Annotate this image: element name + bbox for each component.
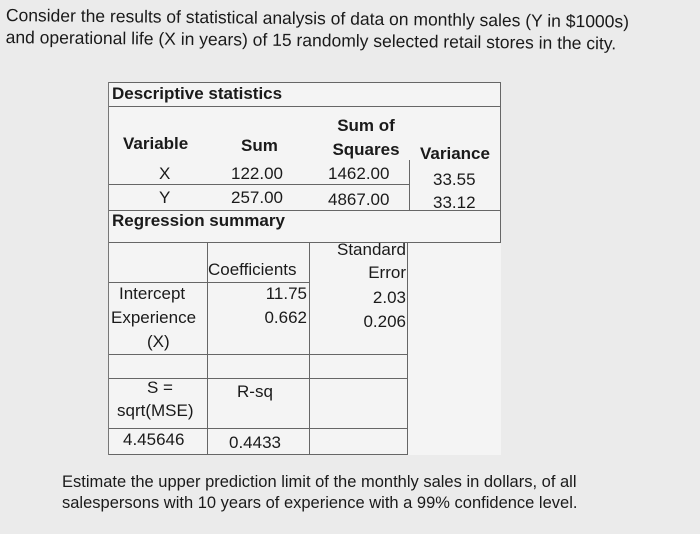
row-x-variable: X <box>159 164 171 183</box>
row-experience-se: 0.206 <box>363 312 406 331</box>
row-x-sumsq: 1462.00 <box>328 164 390 183</box>
header-coefficients: Coefficients <box>208 260 297 279</box>
grid-col-1 <box>207 242 208 455</box>
row-y-variance: 33.12 <box>433 193 476 212</box>
row-intercept-name: Intercept <box>119 284 186 303</box>
regression-title: Regression summary <box>112 211 285 230</box>
row-intercept-se: 2.03 <box>372 288 406 307</box>
row-experience-name-line2: (X) <box>147 332 170 351</box>
header-se-line1: Standard <box>337 240 406 259</box>
row-experience-name: Experience <box>111 308 197 327</box>
header-variance: Variance <box>420 144 490 163</box>
header-se-line2: Error <box>368 263 406 282</box>
row-divider <box>109 184 409 185</box>
question-line-2: salespersons with 10 years of experience… <box>62 494 578 512</box>
grid-row-3 <box>109 378 407 379</box>
question-line-1: Estimate the upper prediction limit of t… <box>62 473 577 491</box>
row-x-variance: 33.55 <box>433 170 476 189</box>
header-variable: Variable <box>123 134 189 153</box>
problem-intro: Consider the results of statistical anal… <box>6 4 696 55</box>
statistics-table: Descriptive statistics Variable Sum Sum … <box>108 82 501 455</box>
fit-rsq-value: 0.4433 <box>229 433 281 452</box>
question-text: Estimate the upper prediction limit of t… <box>62 472 682 514</box>
regression-title-divider <box>109 242 501 243</box>
fit-s-label-line2: sqrt(MSE) <box>117 401 194 420</box>
row-experience-coef: 0.662 <box>264 308 307 327</box>
row-y-sumsq: 4867.00 <box>328 190 390 209</box>
row-intercept-coef: 11.75 <box>265 284 307 303</box>
fit-s-value: 4.45646 <box>123 430 185 449</box>
grid-row-4 <box>109 428 407 429</box>
row-y-sum: 257.00 <box>231 188 283 207</box>
descriptive-bottom-border <box>109 210 501 211</box>
header-sumsq-line2: Squares <box>332 140 400 159</box>
grid-row-2 <box>109 354 407 355</box>
header-sumsq-line1: Sum of <box>337 116 395 135</box>
descriptive-title: Descriptive statistics <box>112 84 283 103</box>
header-sum: Sum <box>241 136 278 155</box>
grid-col-2 <box>309 242 310 455</box>
table-right-border <box>500 82 501 242</box>
fit-s-label-line1: S = <box>147 378 173 397</box>
row-y-variable: Y <box>159 188 171 207</box>
row-x-sum: 122.00 <box>231 164 283 183</box>
title-divider <box>109 106 501 107</box>
sumsq-variance-divider <box>409 160 410 210</box>
grid-row-1 <box>109 282 309 283</box>
grid-bottom-border <box>109 454 407 455</box>
table-top-border <box>109 82 501 83</box>
fit-rsq-label: R-sq <box>237 382 273 401</box>
grid-col-3 <box>407 242 408 455</box>
